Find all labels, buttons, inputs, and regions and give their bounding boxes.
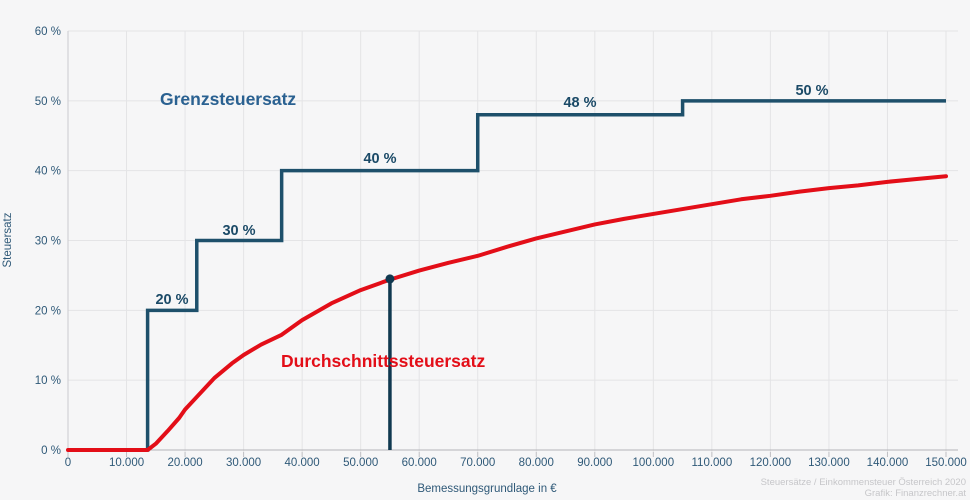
x-tick-label: 110.000 bbox=[692, 457, 733, 469]
x-tick-label: 150.000 bbox=[925, 457, 967, 469]
average-rate-curve bbox=[66, 174, 948, 452]
x-tick-label: 30.000 bbox=[226, 457, 261, 469]
x-tick-label: 70.000 bbox=[460, 457, 495, 469]
annotations: 0 10.000 20.000 30.000 40.000 50.000 60.000 70.… bbox=[35, 26, 967, 469]
x-tick-label: 90.000 bbox=[577, 457, 612, 469]
y-tick-label: 60 % bbox=[35, 26, 61, 38]
x-tick-label: 140.000 bbox=[867, 457, 909, 469]
x-tick-label: 130.000 bbox=[808, 457, 850, 469]
rate-annotation: 40 % bbox=[363, 151, 396, 167]
y-tick-label: 20 % bbox=[35, 305, 61, 317]
x-tick-label: 0 bbox=[65, 457, 71, 469]
rate-annotation: 50 % bbox=[795, 83, 828, 99]
rate-annotation: 48 % bbox=[563, 95, 596, 111]
marker-dot bbox=[385, 274, 395, 284]
y-tick-label: 40 % bbox=[35, 166, 61, 178]
x-tick-label: 120.000 bbox=[750, 457, 792, 469]
series-label-grenzsteuersatz: Grenzsteuersatz bbox=[160, 89, 296, 109]
x-axis-title: Bemessungsgrundlage in € bbox=[417, 483, 557, 495]
y-tick-label: 30 % bbox=[35, 236, 61, 248]
x-tick-label: 60.000 bbox=[402, 457, 437, 469]
attribution-line-2: Grafik: Finanzrechner.at bbox=[865, 488, 967, 499]
series bbox=[66, 99, 948, 452]
x-tick-label: 80.000 bbox=[519, 457, 554, 469]
marker bbox=[385, 274, 395, 450]
x-tick-label: 50.000 bbox=[343, 457, 378, 469]
attribution-line-1: Steuersätze / Einkommensteuer Österreich… bbox=[761, 477, 966, 488]
x-tick-label: 10.000 bbox=[109, 457, 144, 469]
x-tick-label: 40.000 bbox=[285, 457, 320, 469]
rate-annotation: 20 % bbox=[155, 292, 188, 308]
y-tick-label: 10 % bbox=[35, 375, 61, 387]
y-tick-label: 50 % bbox=[35, 96, 61, 108]
x-tick-label: 100.000 bbox=[633, 457, 675, 469]
rate-annotation: 30 % bbox=[222, 223, 255, 239]
x-tick-label: 20.000 bbox=[167, 457, 202, 469]
marginal-rate-step-line bbox=[68, 99, 946, 452]
axes bbox=[67, 31, 947, 457]
series-label-durchschnittssteuersatz: Durchschnittssteuersatz bbox=[281, 351, 485, 371]
y-tick-label: 0 % bbox=[41, 445, 61, 457]
y-axis-title: Steuersatz bbox=[2, 212, 14, 267]
